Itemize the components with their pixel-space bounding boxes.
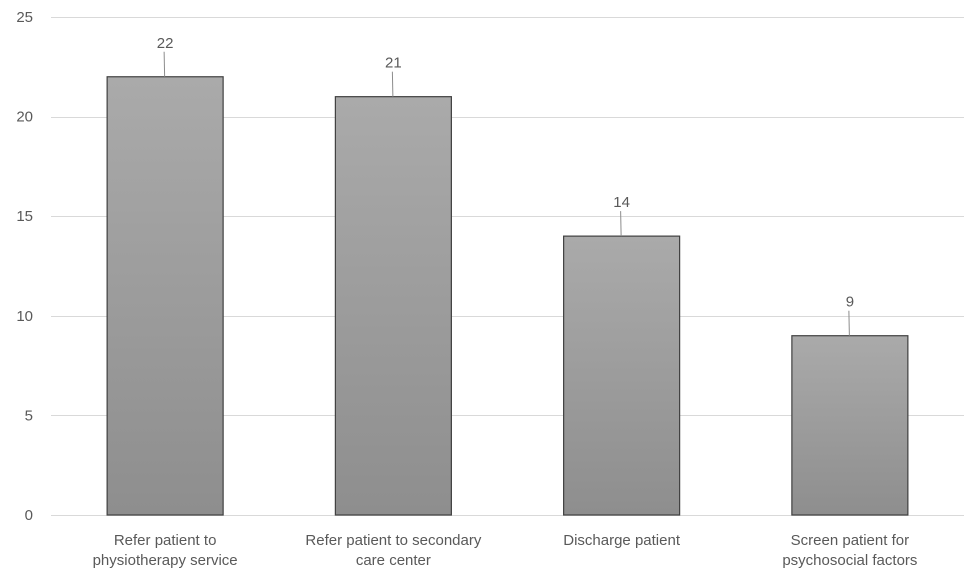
y-tick-label: 0 bbox=[25, 507, 33, 524]
data-label-leader-line bbox=[163, 51, 166, 77]
category-label: Refer patient to secondary care center bbox=[305, 532, 481, 569]
category-label-line: Refer patient to secondary bbox=[305, 532, 481, 549]
data-label: 21 bbox=[385, 55, 402, 72]
category-label-line: Discharge patient bbox=[563, 532, 681, 549]
category-label: Screen patient for psychosocial factors bbox=[782, 532, 917, 569]
bar bbox=[334, 96, 452, 516]
data-labels: 22 21 14 9 bbox=[157, 35, 854, 336]
y-tick-label: 10 bbox=[16, 308, 33, 325]
category-label-line: care center bbox=[356, 552, 431, 569]
bar bbox=[563, 235, 681, 516]
category-label: Refer patient to physiotherapy service bbox=[93, 532, 238, 569]
data-label: 14 bbox=[613, 194, 630, 211]
y-tick-label: 20 bbox=[16, 109, 33, 126]
data-label-leader-line bbox=[391, 71, 394, 97]
data-label: 9 bbox=[846, 294, 854, 311]
data-label-leader-line bbox=[620, 211, 622, 237]
category-label-line: physiotherapy service bbox=[93, 552, 238, 569]
y-axis-tick-labels: 0 5 10 15 20 25 bbox=[16, 9, 33, 524]
bar bbox=[106, 76, 224, 516]
bars bbox=[106, 76, 909, 516]
category-label-line: Screen patient for bbox=[791, 532, 909, 549]
category-labels: Refer patient to physiotherapy serviceRef… bbox=[93, 532, 918, 569]
category-label: Discharge patient bbox=[563, 532, 681, 549]
y-tick-label: 25 bbox=[16, 9, 33, 26]
category-label-line: Refer patient to bbox=[114, 532, 217, 549]
category-label-line: psychosocial factors bbox=[782, 552, 917, 569]
data-label: 22 bbox=[157, 35, 174, 52]
y-tick-label: 15 bbox=[16, 208, 33, 225]
y-tick-label: 5 bbox=[25, 407, 33, 424]
data-label-leader-line bbox=[848, 310, 850, 336]
bar bbox=[791, 335, 909, 516]
